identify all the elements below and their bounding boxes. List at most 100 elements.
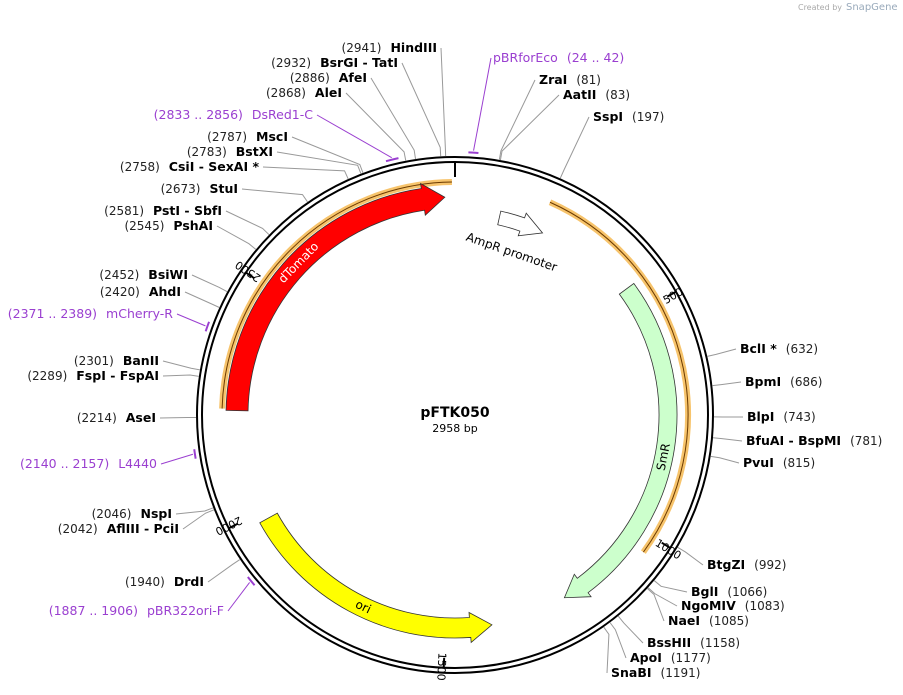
site-name: AhdI bbox=[149, 284, 181, 299]
site-position: (2289) bbox=[27, 369, 67, 383]
site-position: (1940) bbox=[125, 575, 165, 589]
site-position: (1083) bbox=[745, 599, 785, 613]
plasmid-length: 2958 bp bbox=[432, 422, 477, 435]
site-position: (2042) bbox=[58, 522, 98, 536]
site-connector bbox=[175, 507, 214, 515]
site-connector bbox=[159, 416, 197, 419]
site-connector bbox=[370, 77, 417, 160]
site-position: (1066) bbox=[727, 585, 767, 599]
site-connector bbox=[712, 437, 743, 442]
site-position: (197) bbox=[632, 110, 664, 124]
site-connector bbox=[184, 291, 220, 308]
highlight-arc-core bbox=[221, 181, 452, 409]
feature-arrow bbox=[563, 282, 678, 599]
site-name: AfeI bbox=[339, 70, 367, 85]
site-connector bbox=[609, 622, 627, 659]
primer-connector bbox=[227, 582, 251, 612]
site-label: (2886) AfeI bbox=[290, 70, 367, 85]
feature-label: AmpR promoter bbox=[464, 230, 559, 275]
feature-arrow bbox=[497, 210, 544, 237]
site-position: (2452) bbox=[99, 268, 139, 282]
site-name: BglI bbox=[691, 584, 718, 599]
site-name: BanII bbox=[123, 353, 159, 368]
primer-mark bbox=[247, 576, 256, 586]
tick-mark bbox=[245, 271, 255, 280]
site-position: (2758) bbox=[120, 160, 160, 174]
site-label: BssHII (1158) bbox=[647, 635, 740, 650]
site-name: BlpI bbox=[747, 409, 774, 424]
primer-label: (2833 .. 2856) DsRed1-C bbox=[154, 107, 314, 122]
site-name: MscI bbox=[256, 129, 288, 144]
site-name: SspI bbox=[593, 109, 623, 124]
site-connector bbox=[191, 274, 228, 293]
site-label: BfuAI - BspMI (781) bbox=[746, 433, 882, 448]
site-name: StuI bbox=[209, 181, 238, 196]
site-label: BtgZI (992) bbox=[707, 557, 786, 572]
site-name: BsrGI - TatI bbox=[320, 55, 398, 70]
tick-mark bbox=[228, 522, 239, 530]
highlight-arc bbox=[219, 179, 452, 409]
site-position: (2301) bbox=[74, 354, 114, 368]
site-position: (632) bbox=[786, 342, 818, 356]
site-connector bbox=[207, 559, 241, 583]
site-position: (781) bbox=[850, 434, 882, 448]
credit-prefix: Created by bbox=[798, 3, 842, 12]
primer-connector bbox=[176, 313, 206, 327]
site-position: (2932) bbox=[271, 56, 311, 70]
site-label: BglI (1066) bbox=[691, 584, 767, 599]
site-name: NgoMIV bbox=[681, 598, 736, 613]
site-label: NaeI (1085) bbox=[668, 613, 749, 628]
site-position: (1158) bbox=[700, 636, 740, 650]
site-name: ApoI bbox=[630, 650, 662, 665]
site-connector bbox=[182, 509, 215, 530]
site-position: (2868) bbox=[266, 86, 306, 100]
site-name: DrdI bbox=[174, 574, 204, 589]
primer-name: pBR322ori-F bbox=[147, 603, 224, 618]
site-label: BlpI (743) bbox=[747, 409, 816, 424]
site-connector bbox=[216, 225, 257, 250]
site-label: (2673) StuI bbox=[161, 181, 238, 196]
primer-connector bbox=[316, 114, 392, 159]
site-position: (83) bbox=[605, 88, 630, 102]
site-connector bbox=[677, 546, 704, 566]
site-label: (1940) DrdI bbox=[125, 574, 204, 589]
primer-connector bbox=[160, 453, 194, 465]
site-connector bbox=[440, 47, 447, 157]
site-connector bbox=[707, 348, 737, 357]
site-position: (1191) bbox=[661, 666, 701, 680]
primer-label: (1887 .. 1906) pBR322ori-F bbox=[49, 603, 224, 618]
site-position: (2673) bbox=[161, 182, 201, 196]
site-name: CsiI - SexAI * bbox=[169, 159, 260, 174]
primer-label: pBRforEco (24 .. 42) bbox=[493, 50, 624, 65]
site-name: NspI bbox=[140, 506, 172, 521]
site-name: BstXI bbox=[236, 144, 273, 159]
site-connector bbox=[345, 92, 407, 161]
site-connector bbox=[617, 615, 644, 644]
site-position: (815) bbox=[783, 456, 815, 470]
site-label: (2042) AflIII - PciI bbox=[58, 521, 179, 536]
credit-brand: SnapGene bbox=[846, 2, 898, 13]
primer-range: (2833 .. 2856) bbox=[154, 107, 243, 122]
primer-range: (2140 .. 2157) bbox=[20, 456, 109, 471]
site-label: ZraI (81) bbox=[539, 72, 601, 87]
site-name: BtgZI bbox=[707, 557, 745, 572]
site-label: AatII (83) bbox=[563, 87, 630, 102]
highlight-arc-core bbox=[549, 201, 689, 553]
site-position: (2214) bbox=[77, 411, 117, 425]
primer-name: L4440 bbox=[118, 456, 157, 471]
site-name: PshAI bbox=[173, 218, 213, 233]
primer-mark bbox=[385, 157, 399, 163]
site-position: (2046) bbox=[92, 507, 132, 521]
site-label: NgoMIV (1083) bbox=[681, 598, 785, 613]
feature-label: ori bbox=[353, 597, 373, 616]
site-position: (2886) bbox=[290, 71, 330, 85]
site-connector bbox=[646, 588, 665, 622]
primer-mark bbox=[204, 321, 210, 332]
site-label: (2301) BanII bbox=[74, 353, 159, 368]
site-label: BpmI (686) bbox=[745, 374, 822, 389]
site-position: (992) bbox=[754, 558, 786, 572]
site-label: (2932) BsrGI - TatI bbox=[271, 55, 398, 70]
site-position: (81) bbox=[576, 73, 601, 87]
site-name: AleI bbox=[315, 85, 342, 100]
